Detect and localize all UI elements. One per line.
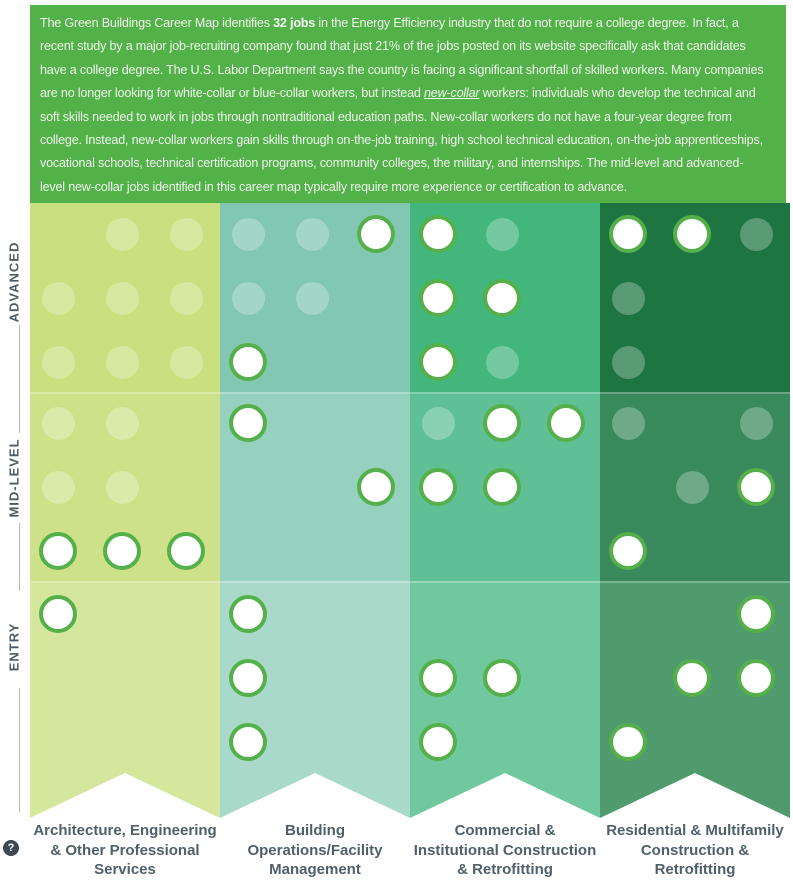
level-axis-line <box>19 325 20 433</box>
intro-text: The Green Buildings Career Map identifie… <box>30 5 786 199</box>
job-circle[interactable] <box>229 404 267 442</box>
job-circle[interactable] <box>737 595 775 633</box>
ghost-job-circle <box>232 282 265 315</box>
ghost-job-circle <box>170 218 203 251</box>
job-circle[interactable] <box>229 723 267 761</box>
sector-label-building-operations: Building Operations/Facility Management <box>247 822 383 878</box>
ghost-job-circle <box>106 471 139 504</box>
career-grid <box>30 203 790 818</box>
help-glyph: ? <box>7 842 15 854</box>
job-circle[interactable] <box>737 659 775 697</box>
ghost-job-circle <box>106 407 139 440</box>
job-circle[interactable] <box>483 468 521 506</box>
level-band-entry <box>410 581 600 818</box>
new-collar-link[interactable]: new-collar <box>424 86 480 101</box>
job-circle[interactable] <box>673 215 711 253</box>
ghost-job-circle <box>296 218 329 251</box>
intro-text-end: workers: individuals who develop the tec… <box>40 86 763 194</box>
job-circle[interactable] <box>673 659 711 697</box>
ghost-job-circle <box>612 282 645 315</box>
job-circle[interactable] <box>483 659 521 697</box>
level-axis-line <box>19 688 20 812</box>
job-circle[interactable] <box>547 404 585 442</box>
ghost-job-circle <box>42 407 75 440</box>
sector-column-0 <box>30 203 220 818</box>
job-circle[interactable] <box>103 532 141 570</box>
job-circle[interactable] <box>609 532 647 570</box>
sector-label-architecture-engineering: Architecture, Engineering & Other Profes… <box>33 822 217 878</box>
job-circle[interactable] <box>167 532 205 570</box>
ghost-job-circle <box>170 346 203 379</box>
level-label-advanced: ADVANCED <box>6 241 22 323</box>
jobs-count-bold: 32 jobs <box>273 16 316 30</box>
job-circle[interactable] <box>357 215 395 253</box>
job-circle[interactable] <box>357 468 395 506</box>
ghost-job-circle <box>296 282 329 315</box>
sector-label-commercial-construction: Commercial & Institutional Construction … <box>413 822 597 878</box>
job-circle[interactable] <box>39 595 77 633</box>
level-axis-line <box>19 523 20 591</box>
job-circle[interactable] <box>229 659 267 697</box>
intro-text-start: The Green Buildings Career Map identifie… <box>40 16 274 30</box>
level-label-entry: ENTRY <box>6 622 22 672</box>
job-circle[interactable] <box>229 343 267 381</box>
ghost-job-circle <box>42 346 75 379</box>
job-circle[interactable] <box>483 279 521 317</box>
job-circle[interactable] <box>737 468 775 506</box>
job-circle[interactable] <box>39 532 77 570</box>
ghost-job-circle <box>106 218 139 251</box>
ghost-job-circle <box>740 407 773 440</box>
intro-text-mid: in the Energy Efficiency industry that d… <box>40 16 764 101</box>
job-circle[interactable] <box>419 343 457 381</box>
job-circle[interactable] <box>419 659 457 697</box>
ghost-job-circle <box>612 346 645 379</box>
ghost-job-circle <box>170 282 203 315</box>
job-circle[interactable] <box>609 215 647 253</box>
ghost-job-circle <box>106 282 139 315</box>
job-circle[interactable] <box>229 595 267 633</box>
job-circle[interactable] <box>419 215 457 253</box>
ghost-job-circle <box>42 471 75 504</box>
job-circle[interactable] <box>419 279 457 317</box>
sector-column-2 <box>410 203 600 818</box>
help-icon[interactable]: ? <box>3 840 19 856</box>
ghost-job-circle <box>612 407 645 440</box>
job-circle[interactable] <box>419 468 457 506</box>
ghost-job-circle <box>740 218 773 251</box>
job-circle[interactable] <box>419 723 457 761</box>
ghost-job-circle <box>486 346 519 379</box>
ghost-job-circle <box>42 282 75 315</box>
level-label-mid-level: MID-LEVEL <box>6 438 22 518</box>
sector-column-3 <box>600 203 790 818</box>
sector-label-residential-construction: Residential & Multifamily Construction &… <box>606 822 784 878</box>
ghost-job-circle <box>486 218 519 251</box>
sector-column-1 <box>220 203 410 818</box>
ghost-job-circle <box>422 407 455 440</box>
ghost-job-circle <box>106 346 139 379</box>
level-band-advanced <box>30 203 220 392</box>
level-axis: ADVANCED MID-LEVEL ENTRY <box>0 0 30 889</box>
ghost-job-circle <box>676 471 709 504</box>
job-circle[interactable] <box>483 404 521 442</box>
intro-panel: The Green Buildings Career Map identifie… <box>30 5 786 203</box>
ghost-job-circle <box>232 218 265 251</box>
job-circle[interactable] <box>609 723 647 761</box>
